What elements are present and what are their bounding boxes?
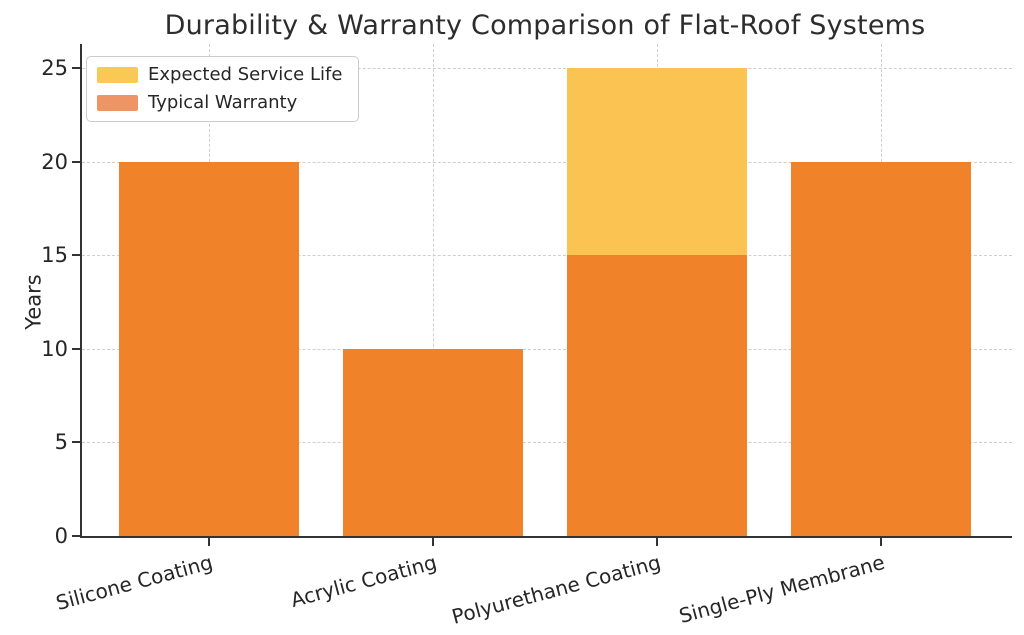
y-tick-label: 25 [41, 55, 68, 80]
y-axis-label: Years [21, 274, 46, 330]
legend-swatch [97, 95, 138, 111]
y-tick-mark [72, 535, 80, 537]
bar-silicone-coating-typical-warranty [119, 161, 299, 536]
plot-area: 0 5 10 15 20 25 Silicone Coating Acrylic Coatin… [41, 44, 1012, 629]
y-tick-mark [72, 441, 80, 444]
gridline-horizontal [82, 161, 1012, 163]
gridline-horizontal [82, 67, 1012, 69]
y-tick-mark [72, 254, 80, 257]
gridline-vertical [433, 44, 434, 536]
legend-item: Typical Warranty [97, 93, 342, 113]
bar-polyurethane-coating-typical-warranty [567, 255, 747, 536]
legend: Expected Service Life Typical Warranty [86, 56, 360, 122]
legend-swatch [97, 67, 138, 83]
chart-title: Durability & Warranty Comparison of Flat… [164, 10, 926, 41]
gridline-horizontal [82, 442, 1012, 444]
legend-label: Expected Service Life [148, 64, 343, 85]
y-tick-label: 10 [41, 336, 68, 361]
bar-acrylic-coating-typical-warranty [343, 348, 523, 536]
legend-label: Typical Warranty [148, 92, 298, 113]
legend-item: Expected Service Life [97, 65, 342, 85]
y-tick-label: 15 [41, 243, 68, 268]
y-tick-mark [72, 66, 80, 69]
gridline-horizontal [82, 255, 1012, 257]
x-tick-mark [656, 538, 658, 546]
y-tick-mark [72, 347, 80, 350]
y-tick-label: 0 [54, 524, 68, 548]
y-tick-label: 20 [41, 149, 68, 174]
y-tick-mark [72, 160, 80, 163]
x-tick-mark [432, 538, 434, 546]
x-tick-mark [880, 538, 882, 546]
gridline-horizontal [82, 348, 1012, 350]
bar-single-ply-membrane-typical-warranty [791, 161, 971, 536]
x-tick-mark [208, 538, 210, 546]
y-tick-label: 5 [54, 430, 68, 455]
